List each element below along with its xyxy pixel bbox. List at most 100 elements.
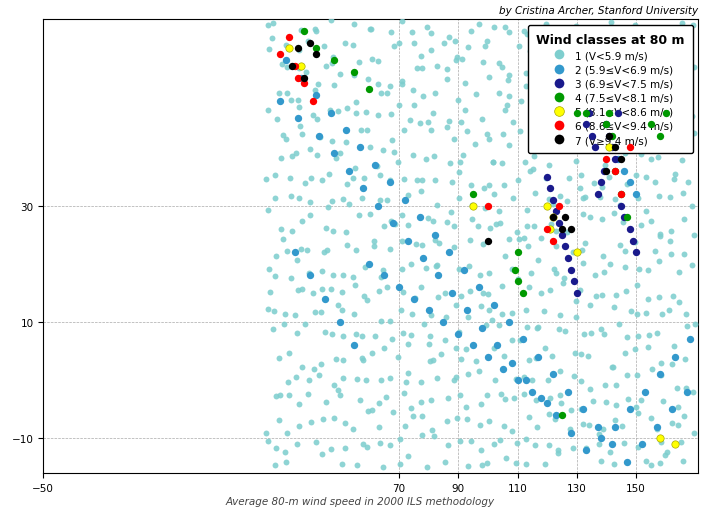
Point bbox=[368, 242, 379, 250]
Point bbox=[496, 64, 508, 72]
Point bbox=[285, 97, 297, 105]
Point bbox=[642, 106, 654, 114]
Point bbox=[624, 225, 636, 234]
Point bbox=[678, 251, 689, 259]
Point bbox=[414, 214, 426, 222]
Point bbox=[454, 194, 465, 203]
Point bbox=[326, 198, 338, 206]
Point bbox=[355, 144, 366, 152]
Point bbox=[608, 304, 620, 312]
Point bbox=[580, 131, 592, 139]
Point bbox=[307, 290, 318, 298]
Point bbox=[652, 56, 663, 64]
Point bbox=[634, 265, 645, 273]
Point bbox=[644, 331, 655, 339]
Point bbox=[477, 59, 488, 67]
Point bbox=[586, 132, 598, 140]
Point bbox=[399, 422, 410, 431]
Point bbox=[526, 388, 538, 396]
Point bbox=[453, 168, 464, 177]
Point bbox=[295, 63, 307, 71]
Point bbox=[378, 223, 390, 231]
Point bbox=[260, 176, 271, 184]
Point bbox=[642, 266, 654, 274]
Point bbox=[635, 88, 647, 96]
Point bbox=[613, 156, 624, 164]
Point bbox=[423, 307, 434, 315]
Point bbox=[686, 113, 698, 121]
Point bbox=[580, 121, 592, 129]
Point bbox=[273, 355, 284, 363]
Point bbox=[654, 233, 665, 241]
Point bbox=[328, 82, 340, 90]
Point bbox=[499, 106, 510, 115]
Point bbox=[493, 90, 505, 98]
Point bbox=[284, 34, 295, 42]
Point bbox=[431, 63, 443, 71]
Point bbox=[652, 329, 663, 337]
Point bbox=[603, 132, 615, 140]
Point bbox=[575, 90, 586, 98]
Point bbox=[583, 98, 595, 106]
Point bbox=[269, 171, 281, 179]
Point bbox=[402, 221, 414, 229]
Point bbox=[285, 274, 297, 282]
Point bbox=[627, 237, 639, 245]
Point bbox=[432, 374, 444, 382]
Point bbox=[342, 241, 354, 249]
Point bbox=[516, 97, 527, 105]
Point bbox=[629, 346, 641, 354]
Point bbox=[532, 256, 544, 264]
Point bbox=[655, 27, 667, 35]
Point bbox=[302, 247, 313, 255]
Point bbox=[669, 26, 680, 34]
Point bbox=[475, 302, 487, 310]
Point bbox=[640, 207, 652, 215]
Point bbox=[528, 152, 540, 160]
Point bbox=[554, 312, 566, 320]
Point bbox=[292, 74, 304, 82]
Point bbox=[305, 199, 316, 207]
Point bbox=[598, 331, 610, 339]
Point bbox=[659, 451, 670, 460]
Point bbox=[585, 385, 596, 393]
Point bbox=[619, 247, 631, 256]
Point bbox=[488, 191, 500, 199]
Point bbox=[336, 289, 347, 297]
Point bbox=[407, 412, 418, 420]
Point bbox=[621, 25, 632, 33]
Point bbox=[348, 71, 359, 79]
Point bbox=[425, 311, 436, 319]
Point bbox=[667, 419, 678, 428]
Point bbox=[315, 361, 326, 369]
Point bbox=[372, 163, 383, 171]
Point bbox=[577, 405, 588, 413]
Point bbox=[330, 154, 342, 162]
Point bbox=[405, 331, 416, 339]
Point bbox=[608, 146, 620, 154]
Point bbox=[552, 446, 564, 455]
Point bbox=[330, 355, 341, 363]
Point bbox=[666, 132, 678, 140]
Point bbox=[442, 441, 454, 449]
Point bbox=[666, 405, 678, 413]
Point bbox=[392, 353, 404, 361]
Point bbox=[655, 438, 667, 446]
Point bbox=[441, 417, 453, 425]
Point bbox=[600, 399, 611, 407]
Point bbox=[607, 71, 618, 79]
Point bbox=[621, 458, 633, 466]
Point bbox=[682, 36, 693, 44]
Point bbox=[563, 174, 575, 182]
Point bbox=[333, 386, 344, 394]
Point bbox=[425, 30, 436, 38]
Point bbox=[670, 171, 681, 179]
Point bbox=[454, 437, 466, 445]
Point bbox=[544, 185, 556, 193]
Point bbox=[309, 26, 320, 34]
Point bbox=[521, 83, 532, 91]
Point bbox=[300, 321, 311, 329]
Point bbox=[496, 310, 508, 319]
Point bbox=[557, 127, 569, 135]
Point bbox=[439, 458, 451, 466]
